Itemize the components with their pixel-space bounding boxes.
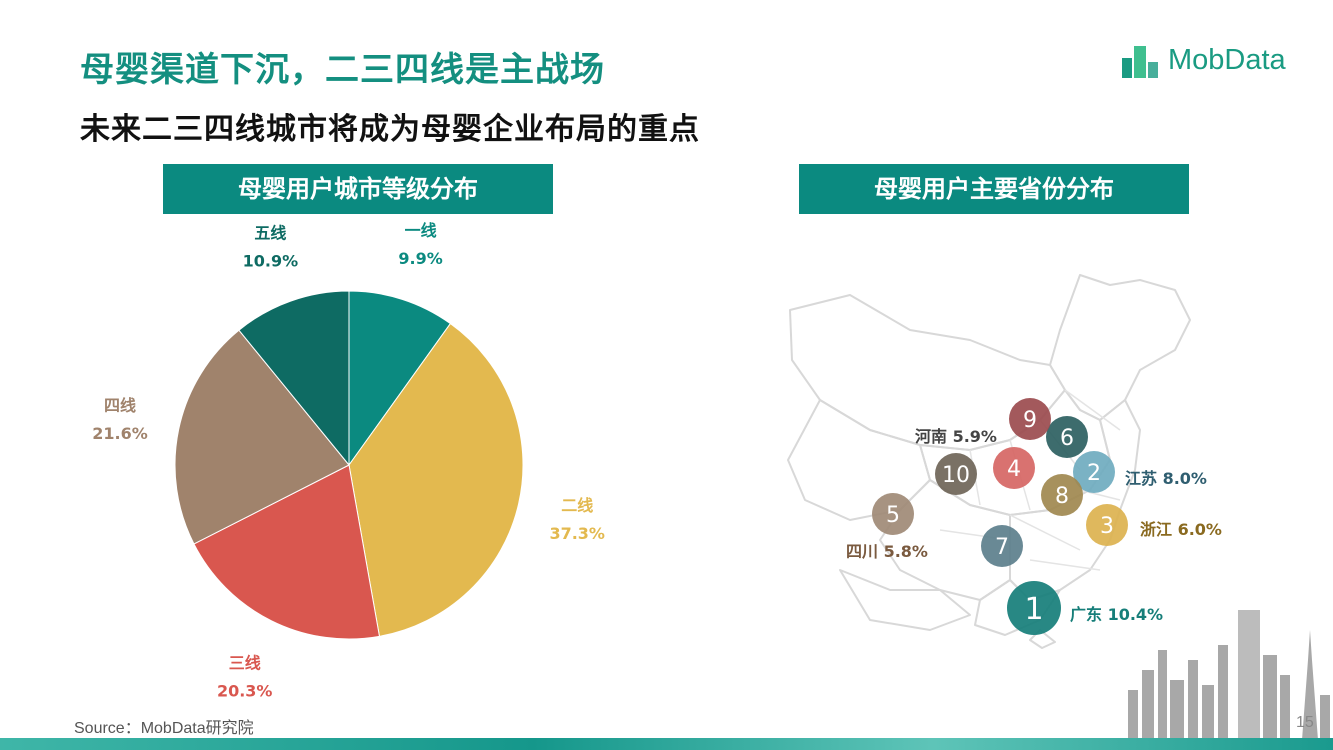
pie-slice-2 [348, 322, 524, 637]
province-rank-number: 7 [995, 535, 1009, 560]
province-rank-number: 2 [1087, 461, 1101, 486]
province-rank-marker [993, 447, 1035, 489]
page-subtitle: 未来二三四线城市将成为母婴企业布局的重点 [80, 112, 700, 147]
pie-category-label: 一线 [405, 221, 437, 240]
province-rank-number: 10 [942, 463, 970, 488]
province-map: 1 2 3 4 5 6 7 8 9 10 广东 10.4% 江苏 8.0% 浙江 6.0% 四川 5.8… [787, 274, 1222, 649]
pie-category-label: 四线 [104, 396, 136, 415]
pie-category-label: 二线 [561, 496, 593, 515]
pie-value-label: 9.9% [398, 249, 442, 268]
province-rank-marker [981, 525, 1023, 567]
pie-value-label: 21.6% [92, 424, 148, 443]
province-rank-number: 4 [1007, 457, 1021, 482]
pie-slice-1 [348, 290, 452, 467]
province-rank-marker [935, 453, 977, 495]
province-rank-marker [1007, 581, 1061, 635]
province-value-labels: 广东 10.4% 江苏 8.0% 浙江 6.0% 四川 5.8% 河南 5.9% [846, 427, 1222, 624]
city-tier-panel-header: 母婴用户城市等级分布 [163, 164, 553, 214]
province-rank-number: 6 [1060, 426, 1074, 451]
china-map-outline [787, 274, 1191, 649]
province-panel-header: 母婴用户主要省份分布 [799, 164, 1189, 214]
province-rank-number: 3 [1100, 514, 1114, 539]
province-value-label: 浙江 6.0% [1140, 520, 1222, 539]
mobdata-logo: MobData [1120, 40, 1320, 84]
pie-category-label: 五线 [254, 224, 286, 243]
logo-text: MobData [1168, 44, 1286, 76]
building-logo-icon [1122, 46, 1158, 78]
province-rank-number: 1 [1024, 592, 1043, 627]
province-value-label: 河南 5.9% [915, 427, 997, 446]
province-rank-marker [1086, 504, 1128, 546]
province-rank-markers: 1 2 3 4 5 6 7 8 9 10 [872, 398, 1128, 635]
province-rank-number: 5 [886, 503, 900, 528]
province-rank-number: 8 [1055, 484, 1069, 509]
province-rank-marker [1041, 474, 1083, 516]
province-rank-marker [1073, 451, 1115, 493]
province-value-label: 四川 5.8% [846, 542, 928, 561]
province-rank-number: 9 [1023, 408, 1037, 433]
province-rank-marker [872, 493, 914, 535]
pie-value-label: 10.9% [243, 252, 299, 271]
footer-bar [0, 738, 1333, 750]
page-title: 母婴渠道下沉，二三四线是主战场 [80, 50, 605, 90]
pie-slice-5 [238, 290, 350, 467]
pie-slice-4 [174, 329, 350, 545]
province-rank-marker [1009, 398, 1051, 440]
pie-value-label: 20.3% [217, 682, 273, 701]
page-number: 15 [1296, 714, 1314, 731]
source-note: Source：MobData研究院 [74, 720, 254, 737]
pie-category-label: 三线 [229, 654, 261, 673]
pie-slice-3 [193, 464, 381, 640]
province-value-label: 广东 10.4% [1070, 605, 1163, 624]
province-rank-marker [1046, 416, 1088, 458]
city-tier-pie-chart: 一线 9.9% 二线 37.3% 三线 20.3% 四线 21.6% 五线 10.9% [92, 221, 605, 701]
province-value-label: 江苏 8.0% [1125, 469, 1207, 488]
pie-value-label: 37.3% [549, 524, 605, 543]
city-skyline-decoration [1128, 610, 1330, 740]
